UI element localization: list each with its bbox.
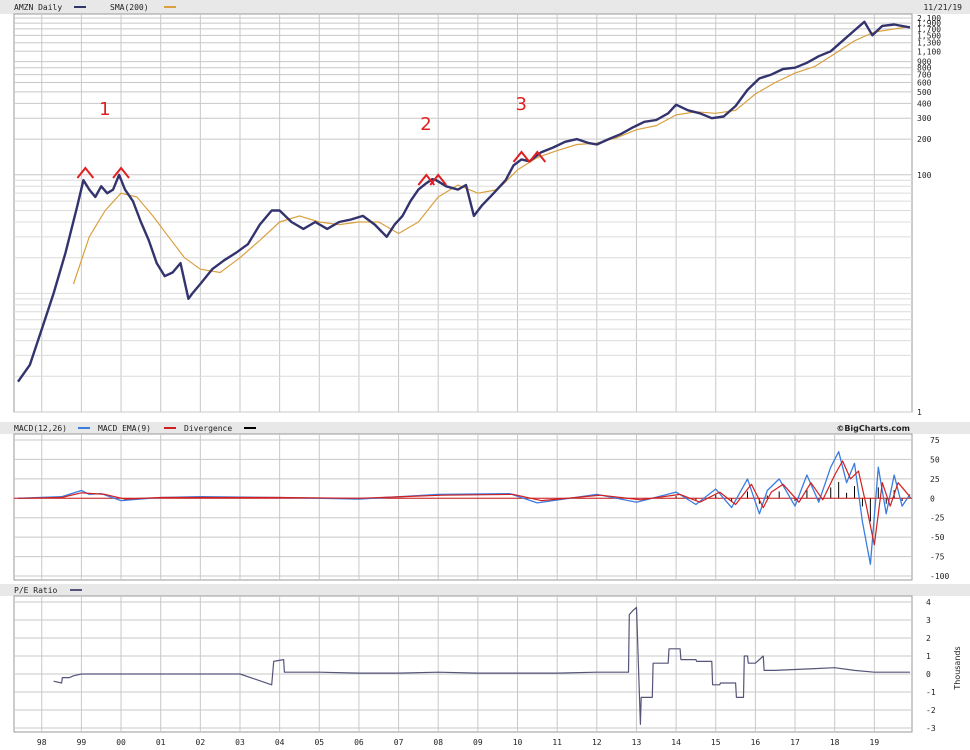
price-y-tick-label: 500: [917, 88, 932, 97]
peak-caret: [112, 166, 130, 179]
sma-legend-label: SMA(200): [110, 3, 149, 12]
peak-caret: [528, 150, 547, 163]
peak-annotations: 1 2 3: [76, 94, 547, 186]
x-tick-label: 98: [37, 738, 47, 747]
macd-panel: [13, 433, 913, 581]
price-y-tick-label: 1,700: [917, 25, 941, 34]
pe-y-tick-label: -2: [926, 706, 936, 715]
macd-y-tick-label: 75: [930, 436, 940, 445]
macd-y-axis: 75 50 25 0 -25 -50 -75 -100: [930, 436, 949, 581]
watermark: ©BigCharts.com: [836, 424, 910, 433]
pe-y-tick-label: -1: [926, 688, 936, 697]
amzn-price-line: [17, 20, 911, 383]
pe-grid: [14, 596, 912, 732]
price-series: [17, 20, 911, 383]
x-tick-label: 12: [592, 738, 602, 747]
pe-y-axis: 4 3 2 1 0 -1 -2 -3: [926, 598, 936, 733]
x-tick-label: 07: [394, 738, 404, 747]
macd-legend: MACD(12,26) MACD EMA(9) Divergence: [14, 424, 256, 433]
macd-y-tick-label: -100: [930, 572, 949, 581]
x-tick-label: 00: [116, 738, 126, 747]
price-y-tick-label: 1,100: [917, 47, 941, 56]
price-y-tick-label: 300: [917, 114, 932, 123]
pe-legend-label: P/E Ratio: [14, 586, 58, 595]
pe-ratio-line: [53, 606, 910, 726]
x-tick-label: 01: [156, 738, 166, 747]
macd-y-tick-label: 50: [930, 455, 940, 464]
price-y-tick-label: 700: [917, 71, 932, 80]
x-tick-label: 11: [552, 738, 562, 747]
x-tick-label: 03: [235, 738, 245, 747]
price-y-tick-label: 800: [917, 64, 932, 73]
peak-caret: [429, 173, 448, 186]
price-y-tick-label: 1: [917, 408, 922, 417]
x-tick-label: 19: [870, 738, 880, 747]
price-y-tick-label: 1,500: [917, 31, 941, 40]
x-axis: 98 99 00 01 02 03 04 05 06 07 08 09 10 11 12 13 14 15 16 17…: [37, 738, 879, 747]
pe-y-tick-label: 4: [926, 598, 931, 607]
pe-panel: [13, 595, 913, 733]
macd-y-tick-label: 25: [930, 475, 940, 484]
x-tick-label: 10: [513, 738, 523, 747]
peak-caret: [76, 166, 95, 179]
macd-legend-label: MACD(12,26): [14, 424, 67, 433]
x-tick-label: 13: [632, 738, 642, 747]
price-y-tick-label: 900: [917, 58, 932, 67]
x-tick-label: 17: [790, 738, 800, 747]
pe-y-tick-label: -3: [926, 724, 936, 733]
peak-caret: [512, 150, 531, 163]
divergence-legend-label: Divergence: [184, 424, 232, 433]
pe-y-axis-title: Thousands: [953, 646, 962, 690]
price-y-axis: 11002003004005006007008009001,1001,3001,…: [917, 14, 941, 417]
x-tick-label: 14: [671, 738, 681, 747]
price-grid: [14, 14, 912, 413]
price-panel: [13, 13, 913, 413]
pe-legend: P/E Ratio: [14, 586, 82, 595]
pe-y-tick-label: 2: [926, 634, 931, 643]
x-tick-label: 08: [433, 738, 443, 747]
pe-y-tick-label: 0: [926, 670, 931, 679]
macd-ema-line: [17, 460, 911, 546]
x-tick-label: 15: [711, 738, 721, 747]
x-tick-label: 02: [196, 738, 206, 747]
macd-ema-legend-label: MACD EMA(9): [98, 424, 151, 433]
pe-y-tick-label: 3: [926, 616, 931, 625]
macd-y-tick-label: -25: [930, 514, 945, 523]
price-legend: AMZN Daily SMA(200): [14, 3, 176, 12]
price-y-tick-label: 200: [917, 135, 932, 144]
annotation-number: 2: [420, 114, 431, 135]
price-y-tick-label: 2,100: [917, 14, 941, 23]
macd-series: [14, 451, 912, 565]
date-label: 11/21/19: [923, 3, 962, 12]
x-tick-label: 09: [473, 738, 483, 747]
price-y-tick-label: 100: [917, 171, 932, 180]
price-y-tick-label: 1,300: [917, 39, 941, 48]
x-tick-label: 18: [830, 738, 840, 747]
x-tick-label: 05: [314, 738, 324, 747]
price-y-tick-label: 600: [917, 79, 932, 88]
x-tick-label: 06: [354, 738, 364, 747]
macd-y-tick-label: 0: [930, 494, 935, 503]
price-y-tick-label: 400: [917, 99, 932, 108]
pe-y-tick-label: 1: [926, 652, 931, 661]
annotation-number: 3: [515, 94, 526, 115]
macd-y-tick-label: -75: [930, 553, 945, 562]
macd-y-tick-label: -50: [930, 533, 945, 542]
price-legend-label: AMZN Daily: [14, 3, 62, 12]
x-tick-label: 04: [275, 738, 285, 747]
price-y-tick-label: 1,900: [917, 19, 941, 28]
annotation-number: 1: [99, 99, 110, 120]
x-tick-label: 16: [751, 738, 761, 747]
pe-series: [53, 606, 910, 726]
x-tick-label: 99: [77, 738, 87, 747]
